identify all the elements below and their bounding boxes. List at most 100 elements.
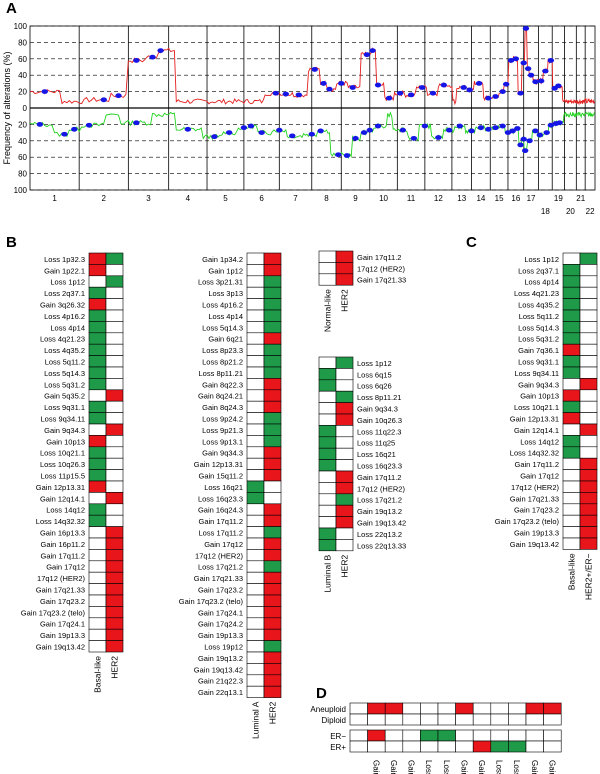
matrix-b2-cell [246,526,265,539]
matrix-b2-cell [263,309,282,322]
matrix-d-column-label: Loss 16q23.3 [512,760,521,774]
gain-marker [320,81,327,86]
matrix-d-cell [543,702,562,715]
matrix-b2-cell [246,321,265,334]
matrix-d-cell [525,740,544,753]
matrix-b4-row-label: Loss 22q13.2 [357,530,402,539]
matrix-b1-row-label: Loss 5q14.3 [44,369,85,378]
loss-marker [343,153,351,158]
matrix-b1-cell [105,389,124,402]
matrix-b1-row-label: Loss 4q21.23 [40,335,85,344]
chromosome-label: 10 [379,194,388,203]
matrix-c-cell [579,389,598,402]
chromosome-label: 15 [495,194,504,203]
gain-marker [295,92,302,98]
matrix-d-cell [472,740,492,753]
gain-marker [363,52,371,58]
matrix-b1-cell [88,526,107,539]
chromosome-label: 13 [457,194,466,203]
loss-marker [258,130,265,136]
matrix-d-column-label: Gain 3q26.32 [407,760,416,774]
chromosome-label: 2 [102,194,107,203]
matrix-d-cell [367,713,386,726]
matrix-d-cell [472,713,492,726]
panel-b-matrices: B Loss 1p32.3 Gain 1p22.1 Loss 1p12 Loss 2q3… [6,234,406,739]
matrix-c-cell [562,286,581,299]
gain-marker [512,56,520,62]
matrix-b2-cell [246,480,265,493]
matrix-b1-cell [105,503,124,516]
matrix-b1-cell [105,252,124,265]
matrix-b4-row-label: Gain 17q11.2 [357,473,401,482]
matrix-b1-cell [88,378,107,391]
matrix-b2-cell [246,617,265,630]
matrix-d-cell [384,702,404,715]
matrix-b4-cell [335,447,354,460]
matrix-b2-row-label: Loss 8p23.3 [202,346,243,355]
matrix-b3-cell [318,250,337,263]
loss-marker [456,123,463,129]
y-tick-label: 100 [14,186,28,195]
matrix-c-cell [579,400,598,413]
matrix-b2-cell [246,628,265,641]
loss-marker [184,126,192,132]
matrix-b4-cell [318,413,337,426]
matrix-d-column-label: Gain 20q11.22 [530,760,539,774]
matrix-b1-cell [105,583,124,596]
matrix-c-row-label: Gain 19p13.3 [514,528,559,537]
matrix-b1-row-label: Gain 17q12 [46,563,85,572]
loss-marker [421,123,429,129]
matrix-c-row-label: Gain 12p13.31 [510,414,559,423]
loss-marker [247,123,255,129]
matrix-b1-cell [105,514,124,527]
gain-marker [418,85,426,90]
loss-marker [543,130,550,136]
matrix-b3-cell [318,273,337,286]
matrix-b1-row-label: Loss 5q11.2 [45,357,85,366]
matrix-b4-row-label: Gain 10q26.3 [357,416,402,425]
matrix-b1-row-label: Loss 5q31.2 [44,380,85,389]
matrix-b2-cell [263,583,282,596]
matrix-b2-row-label: Gain 9q34.3 [202,449,243,458]
matrix-b4-cell [318,402,337,415]
matrix-d-column-label: Loss 5q14.3 [424,760,433,774]
matrix-c-cell [579,355,598,368]
matrix-b1-cell [105,286,124,299]
matrix-b2-cell [246,378,265,391]
gain-marker [349,85,356,90]
matrix-b2-cell [246,400,265,413]
matrix-b2-cell [263,617,282,630]
gain-marker [460,85,467,90]
loss-marker [240,125,248,131]
loss-marker [335,152,342,158]
matrix-b2-row-label: Loss 4p14 [208,312,243,321]
matrix-b2-cell [263,503,282,516]
matrix-d-cell [525,729,544,742]
gain-marker [440,82,447,88]
matrix-c-row-label: Gain 17q12 [520,471,559,480]
matrix-c-row-label: Gain 7q36.1 [518,346,559,355]
matrix-b1-cell [105,480,124,493]
matrix-b2-cell [246,343,265,356]
matrix-b1-row-label: Gain 12p13.31 [36,483,85,492]
gain-marker [485,95,492,101]
matrix-b2-cell [263,571,282,584]
matrix-c-cell [562,252,581,265]
gain-marker [115,93,122,99]
loss-marker [492,125,499,131]
matrix-b2-cell [263,526,282,539]
matrix-b2-cell [246,674,265,687]
matrix-b2-cell [263,480,282,493]
matrix-b2-cell [246,640,265,653]
matrix-d-cell [455,713,474,726]
matrix-d-cell [402,740,421,753]
matrix-b2-row-label: Loss 8p21.2 [202,357,243,366]
matrix-c-row-label: Loss 14q32.32 [510,449,559,458]
loss-marker [225,130,233,136]
matrix-d-row-label: ER− [330,732,346,741]
matrix-c-row-label: Gain 17q11.2 [515,460,559,469]
matrix-b2-cell [246,503,265,516]
loss-marker [514,126,521,131]
loss-marker [509,128,516,134]
matrix-b1-row-label: Gain 9q34.3 [44,426,85,435]
